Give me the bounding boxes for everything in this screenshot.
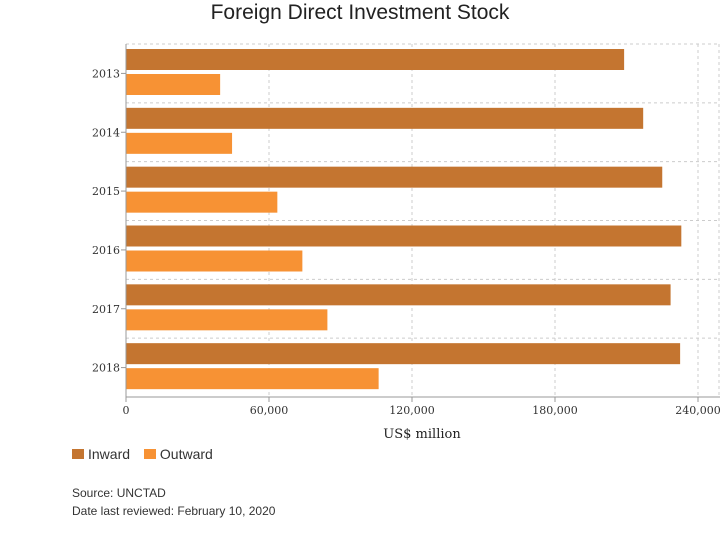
x-tick-label: 180,000 xyxy=(532,404,578,417)
legend-item-outward[interactable]: Outward xyxy=(143,446,213,462)
x-axis-title: US$ million xyxy=(383,427,461,440)
bar-chart: 0 60,000 120,000 180,000 240,000 2013 2014 2015… xyxy=(92,43,720,440)
bar-outward-2015[interactable] xyxy=(126,191,278,213)
y-tick-label: 2014 xyxy=(92,126,120,139)
legend-label-inward: Inward xyxy=(88,446,131,462)
review-date: Date last reviewed: February 10, 2020 xyxy=(72,504,276,518)
y-tick-label: 2018 xyxy=(92,362,120,375)
bar-outward-2016[interactable] xyxy=(126,250,303,272)
chart-title: Foreign Direct Investment Stock xyxy=(210,1,510,24)
axes-layer: 0 60,000 120,000 180,000 240,000 2013 2014 2015… xyxy=(92,44,720,417)
source-note: Source: UNCTAD xyxy=(72,486,166,500)
y-tick-label: 2017 xyxy=(92,303,120,316)
legend-swatch-inward xyxy=(72,449,84,459)
bar-inward-2018[interactable] xyxy=(126,343,681,365)
bar-inward-2016[interactable] xyxy=(126,225,682,247)
footer: Source: UNCTAD Date last reviewed: Febru… xyxy=(72,484,275,520)
grid-layer xyxy=(126,43,720,397)
y-tick-label: 2016 xyxy=(92,244,120,257)
legend: Inward Outward xyxy=(72,446,223,464)
bar-inward-2017[interactable] xyxy=(126,284,671,306)
y-tick-label: 2013 xyxy=(92,67,120,80)
bar-outward-2014[interactable] xyxy=(126,132,233,154)
x-tick-label: 60,000 xyxy=(250,404,289,417)
legend-item-inward[interactable]: Inward xyxy=(72,446,130,462)
bar-inward-2015[interactable] xyxy=(126,166,663,188)
x-tick-label: 120,000 xyxy=(389,404,435,417)
bar-outward-2017[interactable] xyxy=(126,309,328,331)
bar-inward-2014[interactable] xyxy=(126,107,644,129)
bar-inward-2013[interactable] xyxy=(126,49,625,70)
legend-label-outward: Outward xyxy=(159,446,213,462)
bars-layer xyxy=(126,49,682,390)
bar-outward-2013[interactable] xyxy=(126,74,221,95)
y-tick-label: 2015 xyxy=(92,185,120,198)
x-tick-label: 240,000 xyxy=(675,404,720,417)
legend-swatch-outward xyxy=(143,449,156,459)
bar-outward-2018[interactable] xyxy=(126,368,379,390)
x-tick-label: 0 xyxy=(123,404,130,417)
